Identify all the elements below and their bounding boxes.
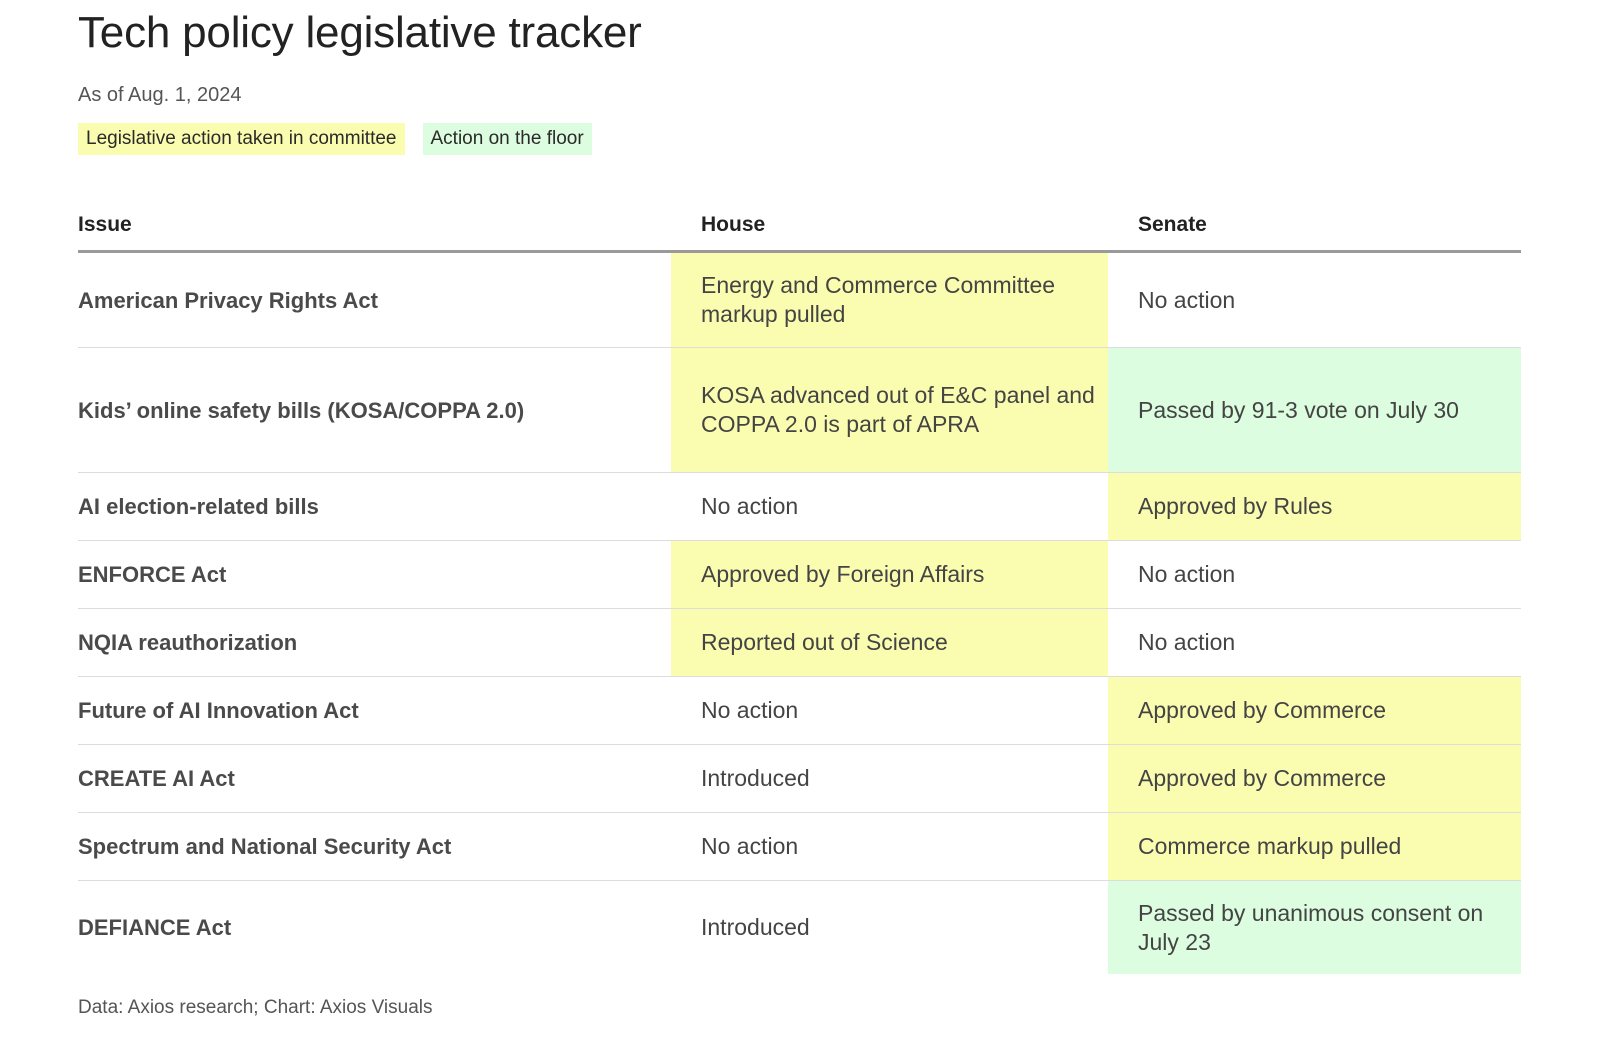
cell-issue: Kids’ online safety bills (KOSA/COPPA 2.… [78, 347, 671, 473]
cell-house: KOSA advanced out of E&C panel and COPPA… [671, 347, 1108, 473]
cell-house: No action [671, 472, 1108, 541]
cell-senate: Commerce markup pulled [1108, 812, 1521, 881]
column-header-issue: Issue [78, 200, 671, 253]
table-row: ENFORCE Act Approved by Foreign Affairs No… [78, 540, 1521, 609]
cell-senate: No action [1108, 608, 1521, 677]
cell-house: No action [671, 812, 1108, 881]
cell-issue: AI election-related bills [78, 472, 671, 541]
cell-senate: No action [1108, 540, 1521, 609]
cell-house: Approved by Foreign Affairs [671, 540, 1108, 609]
cell-house: No action [671, 676, 1108, 745]
cell-senate: No action [1108, 251, 1521, 348]
table-row: NQIA reauthorization Reported out of Scie… [78, 608, 1521, 677]
legend: Legislative action taken in committee Ac… [78, 123, 592, 155]
legend-item-committee: Legislative action taken in committee [78, 123, 405, 155]
cell-issue: Spectrum and National Security Act [78, 812, 671, 881]
table-row: Future of AI Innovation Act No action Appr… [78, 676, 1521, 745]
table-row: American Privacy Rights Act Energy and Co… [78, 251, 1521, 348]
cell-house: Introduced [671, 744, 1108, 813]
table-row: DEFIANCE Act Introduced Passed by unanimou… [78, 880, 1521, 974]
chart-subtitle: As of Aug. 1, 2024 [78, 84, 242, 106]
cell-issue: Future of AI Innovation Act [78, 676, 671, 745]
cell-issue: ENFORCE Act [78, 540, 671, 609]
table-header-row: Issue House Senate [78, 200, 1521, 253]
column-header-senate: Senate [1108, 200, 1521, 253]
table-row: Kids’ online safety bills (KOSA/COPPA 2.… [78, 347, 1521, 473]
cell-house: Reported out of Science [671, 608, 1108, 677]
table-body: American Privacy Rights Act Energy and Co… [78, 251, 1521, 974]
cell-issue: CREATE AI Act [78, 744, 671, 813]
cell-house: Introduced [701, 914, 810, 940]
tracker-table: Issue House Senate American Privacy Righ… [78, 200, 1521, 974]
cell-senate: Passed by 91-3 vote on July 30 [1108, 347, 1521, 473]
chart-title: Tech policy legislative tracker [78, 8, 642, 57]
cell-senate: Passed by unanimous consent on July 23 [1108, 880, 1521, 974]
cell-issue: American Privacy Rights Act [78, 251, 671, 348]
cell-senate: Approved by Commerce [1108, 744, 1521, 813]
column-header-house: House [671, 200, 1108, 253]
cell-house: Energy and Commerce Committee markup pul… [671, 251, 1108, 348]
cell-senate: Approved by Rules [1108, 472, 1521, 541]
legend-item-floor: Action on the floor [422, 123, 592, 155]
table-row: CREATE AI Act Introduced Approved by Comme… [78, 744, 1521, 813]
table-row: Spectrum and National Security Act No act… [78, 812, 1521, 881]
cell-issue: NQIA reauthorization [78, 608, 671, 677]
cell-issue: DEFIANCE Act [78, 915, 232, 940]
table-row: AI election-related bills No action Approv… [78, 472, 1521, 541]
source-note: Data: Axios research; Chart: Axios Visua… [78, 997, 433, 1018]
cell-senate: Approved by Commerce [1108, 676, 1521, 745]
